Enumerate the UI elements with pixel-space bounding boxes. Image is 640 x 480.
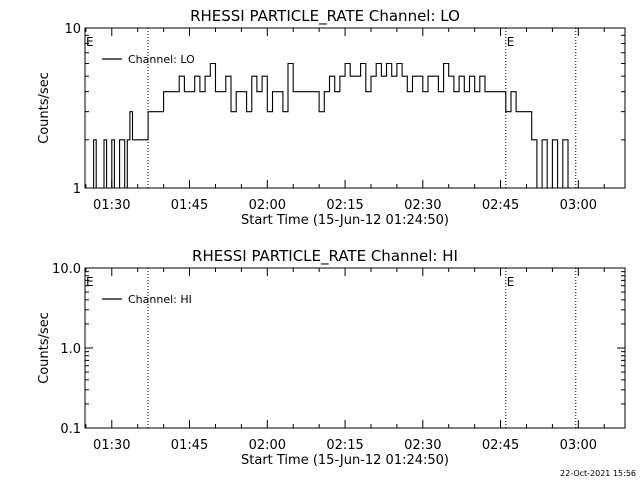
y-tick-label: 1.0 — [60, 342, 81, 357]
x-tick-label: 01:45 — [171, 198, 208, 213]
x-tick-label: 02:15 — [326, 198, 363, 213]
event-marker-label: E — [86, 275, 94, 289]
plot-frame — [84, 27, 626, 189]
legend-entry: Channel: LO — [128, 53, 195, 66]
y-tick-label: 10.0 — [52, 262, 81, 277]
legend-entry: Channel: HI — [128, 293, 192, 306]
x-tick-label: 02:45 — [482, 198, 519, 213]
chart-panel-2: RHESSI PARTICLE_RATE Channel: HI Start Ti… — [37, 247, 626, 468]
y-tick-label: 0.1 — [60, 422, 81, 437]
event-marker-label: E — [507, 35, 515, 49]
x-axis-label: Start Time (15-Jun-12 01:24:50) — [241, 453, 449, 468]
y-axis-label: Counts/sec — [37, 72, 52, 144]
y-tick-label: 1 — [73, 182, 81, 197]
series-line-1 — [85, 62, 571, 189]
y-axis-label: Counts/sec — [37, 312, 52, 384]
x-tick-label: 02:15 — [326, 438, 363, 453]
x-tick-label: 02:00 — [249, 438, 286, 453]
y-tick-label: 10 — [64, 22, 81, 37]
x-tick-label: 03:00 — [560, 438, 597, 453]
event-marker-label: E — [86, 35, 94, 49]
x-tick-label: 02:00 — [249, 198, 286, 213]
x-tick-label: 01:30 — [93, 198, 130, 213]
x-axis-label: Start Time (15-Jun-12 01:24:50) — [241, 213, 449, 228]
x-tick-label: 02:30 — [404, 438, 441, 453]
x-tick-label: 01:45 — [171, 438, 208, 453]
x-tick-label: 02:30 — [404, 198, 441, 213]
x-tick-label: 02:45 — [482, 438, 519, 453]
event-marker-label: E — [507, 275, 515, 289]
plot-frame — [84, 267, 626, 429]
chart-panel-1: RHESSI PARTICLE_RATE Channel: LO Start Ti… — [37, 7, 626, 228]
chart-title: RHESSI PARTICLE_RATE Channel: LO — [190, 7, 460, 26]
x-tick-label: 01:30 — [93, 438, 130, 453]
x-tick-label: 03:00 — [560, 198, 597, 213]
chart-title: RHESSI PARTICLE_RATE Channel: HI — [192, 247, 458, 266]
plot-timestamp: 22-Oct-2021 15:56 — [560, 469, 636, 478]
